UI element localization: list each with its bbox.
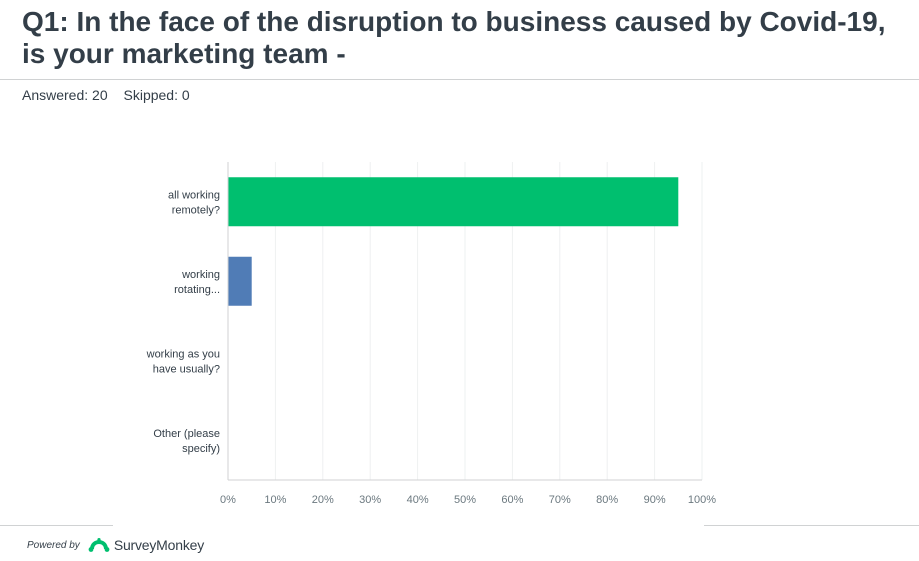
question-title: Q1: In the face of the disruption to bus… [22, 6, 912, 70]
powered-by-text: Powered by [27, 539, 80, 551]
x-tick-label: 0% [220, 494, 236, 506]
category-label: Other (please specify) [153, 428, 220, 455]
x-tick-label: 60% [501, 494, 523, 506]
x-tick-label: 80% [596, 494, 618, 506]
category-label: working as you have usually? [146, 348, 220, 375]
x-axis-ticks: 0% 10% 20% 30% 40% 50% 60% 70% 80% 90% 100% [220, 494, 716, 506]
x-tick-label: 20% [312, 494, 334, 506]
surveymonkey-logo-icon [88, 538, 110, 552]
footer-divider-left [0, 525, 113, 526]
category-label: all working remotely? [168, 189, 220, 216]
x-tick-label: 10% [264, 494, 286, 506]
x-tick-label: 70% [549, 494, 571, 506]
footer-branding[interactable]: Powered by SurveyMonkey [27, 535, 204, 555]
chart-bars [228, 177, 679, 306]
response-stats: Answered: 20 Skipped: 0 [22, 87, 202, 103]
question-title-line1: Q1: In the face of the disruption to bus… [22, 6, 886, 37]
x-tick-label: 90% [644, 494, 666, 506]
bar-chart: all working remotely? working rotating... wo… [146, 162, 716, 506]
footer-divider-right [704, 525, 919, 526]
chart-axes [227, 162, 702, 481]
x-tick-label: 40% [407, 494, 429, 506]
x-tick-label: 50% [454, 494, 476, 506]
answered-count: Answered: 20 [22, 87, 108, 103]
bar[interactable] [228, 256, 252, 306]
skipped-count: Skipped: 0 [123, 87, 190, 103]
category-label: working rotating... [174, 269, 220, 296]
category-labels: all working remotely? working rotating... wo… [146, 189, 220, 455]
question-title-line2: is your marketing team - [22, 38, 346, 69]
surveymonkey-brand-text: SurveyMonkey [113, 537, 205, 553]
x-tick-label: 100% [688, 494, 716, 506]
x-tick-label: 30% [359, 494, 381, 506]
bar[interactable] [228, 177, 679, 227]
title-divider [0, 79, 919, 80]
